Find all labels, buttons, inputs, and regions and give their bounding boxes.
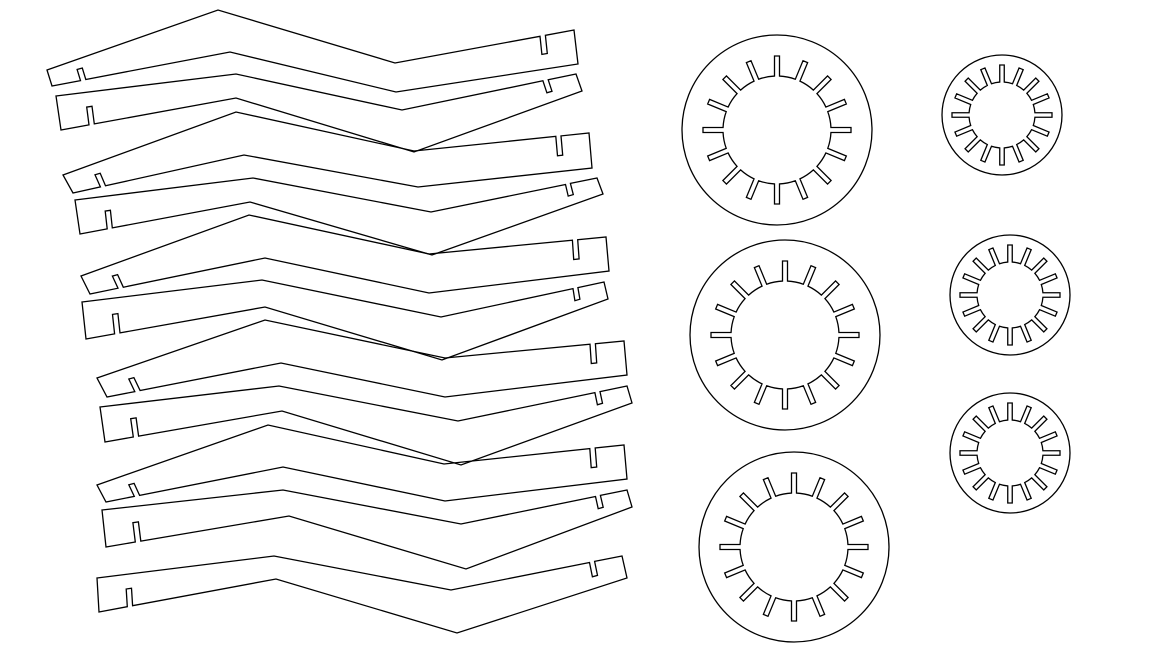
ring-outer-edge xyxy=(941,54,1063,176)
small-slotted-ring xyxy=(949,234,1071,356)
ring-slotted-hole xyxy=(719,472,869,622)
ring-slotted-hole xyxy=(702,55,852,205)
zigzag-strip xyxy=(74,177,604,256)
zigzag-strip xyxy=(46,9,579,93)
zigzag-strip xyxy=(96,319,628,398)
zigzag-strip xyxy=(80,214,610,295)
ring-outer-edge xyxy=(949,392,1071,514)
ring-slotted-hole xyxy=(959,402,1061,504)
zigzag-strip xyxy=(96,555,628,634)
ring-slotted-hole xyxy=(710,260,860,410)
strip-parts xyxy=(46,9,633,634)
ring-slotted-hole xyxy=(959,244,1061,346)
zigzag-strip xyxy=(99,385,633,466)
zigzag-strip xyxy=(55,73,583,153)
ring-slotted-hole xyxy=(951,64,1053,166)
ring-outer-edge xyxy=(681,34,873,226)
large-slotted-ring xyxy=(681,34,873,226)
small-slotted-ring xyxy=(949,392,1071,514)
zigzag-strip xyxy=(81,279,609,361)
ring-outer-edge xyxy=(949,234,1071,356)
ring-outer-edge xyxy=(698,451,890,643)
zigzag-strip xyxy=(96,424,628,503)
ring-outer-edge xyxy=(689,239,881,431)
zigzag-strip xyxy=(62,111,593,194)
large-slotted-ring xyxy=(698,451,890,643)
zigzag-strip xyxy=(101,489,633,570)
ring-parts xyxy=(681,34,1071,643)
large-slotted-ring xyxy=(689,239,881,431)
small-slotted-ring xyxy=(941,54,1063,176)
